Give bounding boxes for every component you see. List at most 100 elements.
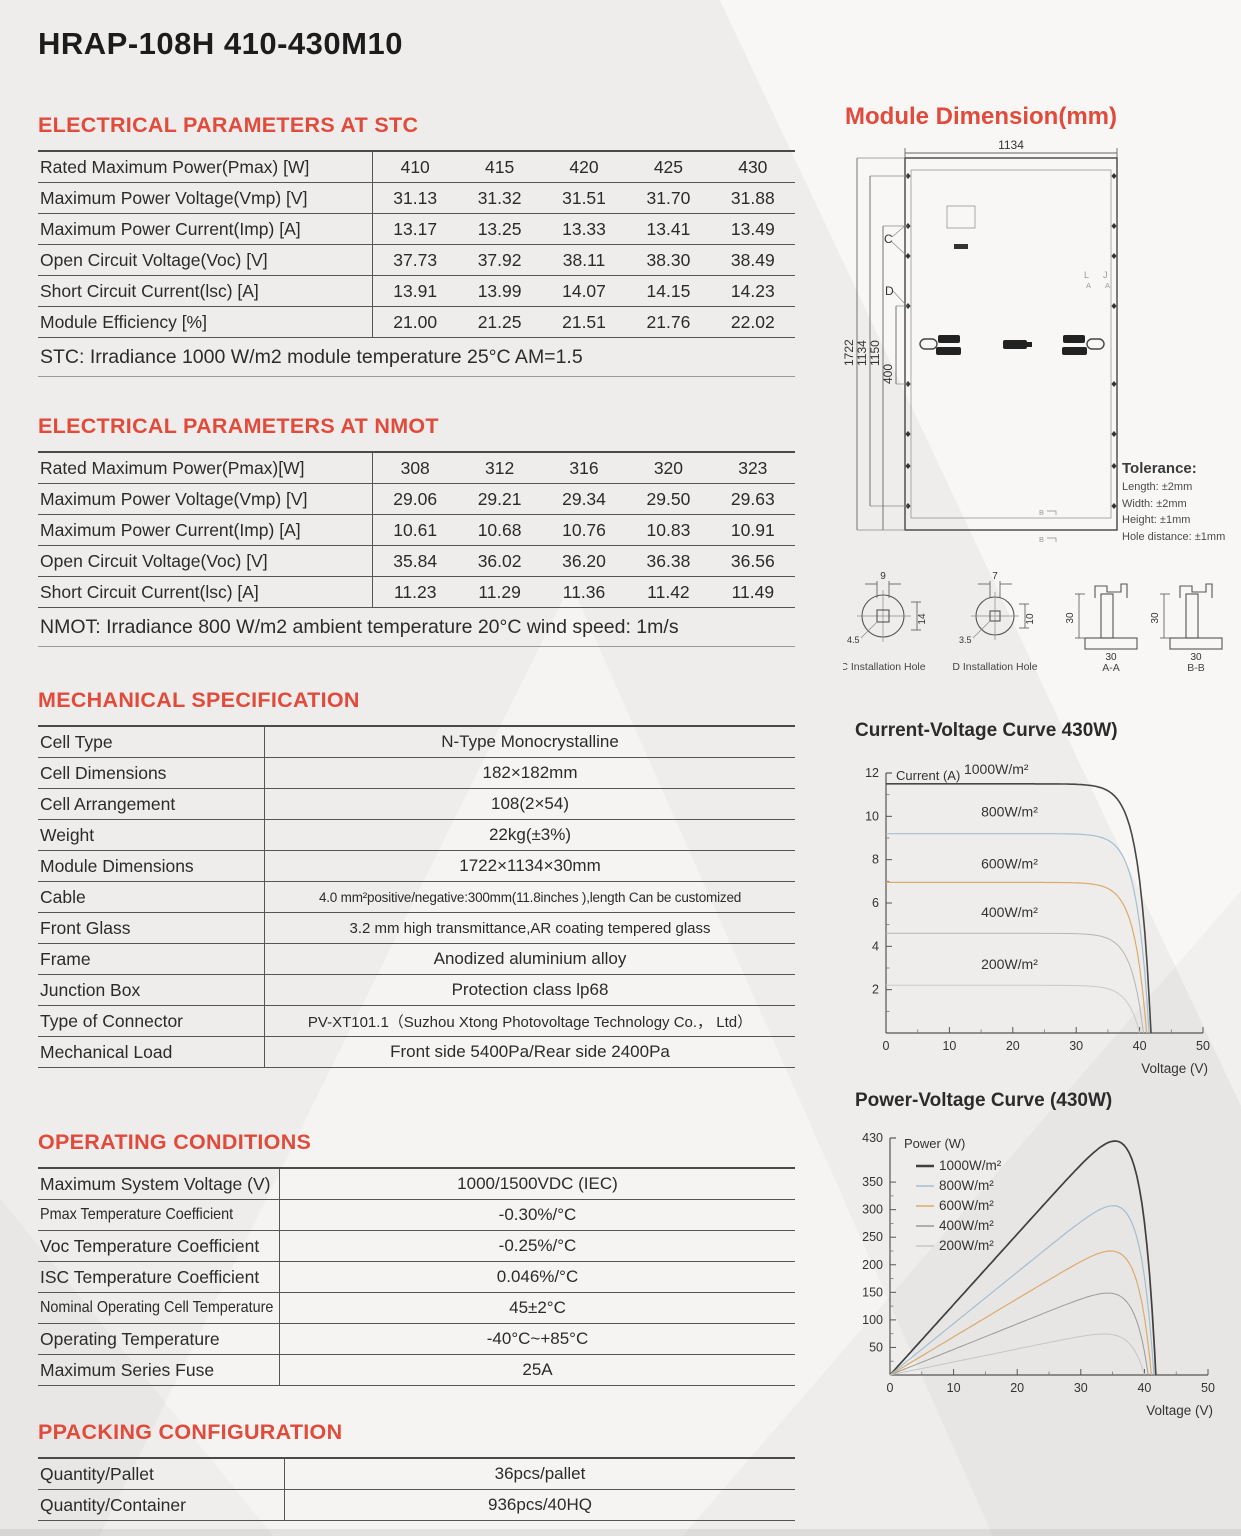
dim-label: 30: [1065, 612, 1076, 624]
row-value: 182×182mm: [482, 763, 578, 782]
cell-value: 13.25: [477, 218, 522, 239]
row-label: Junction Box: [38, 975, 265, 1005]
row-label: Module Dimensions: [38, 851, 265, 881]
dim-label: 30: [1150, 612, 1161, 624]
row-label: Weight: [38, 820, 265, 850]
cell-value: 410: [400, 156, 430, 177]
svg-text:40: 40: [1133, 1039, 1147, 1053]
installation-hole-details: 9 14 4.5 C Installation Hole 7 10 3.5: [843, 571, 1223, 674]
section-heading: ELECTRICAL PARAMETERS AT NMOT: [38, 414, 439, 438]
row-label: Maximum Power Voltage(Vmp) [V]: [38, 484, 373, 514]
cell-value: 29.34: [562, 488, 606, 509]
tolerance-line: Height: ±1mm: [1122, 514, 1191, 526]
row-label: Maximum Power Current(Imp) [A]: [38, 515, 373, 545]
section-mark: B: [1039, 508, 1044, 517]
section-mark: L: [1084, 270, 1089, 280]
dim-label: 30: [1190, 652, 1202, 663]
section-heading: MECHANICAL SPECIFICATION: [38, 688, 360, 712]
row-value: -0.30%/°C: [498, 1205, 577, 1224]
section-bb-detail: 30 30 B-B: [1150, 583, 1223, 674]
cell-value: 29.50: [646, 488, 691, 509]
row-label: Cell Dimensions: [38, 758, 265, 788]
stc-table: Rated Maximum Power(Pmax) [W] 410 415 420 42…: [38, 150, 795, 377]
pv-curve-chart: 0 10 20 30 40 50 Voltage (V) 50 100 150 200 250 300 3…: [862, 1131, 1215, 1418]
table-row: Front Glass 3.2 mm high transmittance,AR …: [38, 913, 795, 944]
row-value: 0.046%/°C: [496, 1267, 579, 1286]
table-row: Open Circuit Voltage(Voc) [V] 35.84 36.02 3…: [38, 546, 795, 577]
table-row: Cable 4.0 mm²positive/negative:300mm(11.8…: [38, 882, 795, 913]
section-mark: A: [1086, 281, 1091, 290]
svg-text:4: 4: [872, 939, 879, 953]
section-mechanical: MECHANICAL SPECIFICATION Cell Type N-Type…: [38, 688, 795, 1068]
row-label: Quantity/Pallet: [38, 1459, 285, 1489]
operating-table: Maximum System Voltage (V) 1000/1500VDC (…: [38, 1167, 795, 1386]
cell-value: 21.25: [477, 311, 522, 332]
svg-text:30: 30: [1074, 1381, 1088, 1395]
row-values: 21.00 21.25 21.51 21.76 22.02: [373, 307, 795, 337]
cell-value: 323: [738, 457, 768, 478]
svg-text:20: 20: [1010, 1381, 1024, 1395]
row-values: 11.23 11.29 11.36 11.42 11.49: [373, 577, 795, 607]
table-note: NMOT: Irradiance 800 W/m2 ambient temper…: [38, 608, 795, 647]
row-label: Open Circuit Voltage(Voc) [V]: [38, 245, 373, 275]
cell-value: 37.73: [393, 249, 438, 270]
svg-text:250: 250: [862, 1230, 883, 1244]
table-row: Rated Maximum Power(Pmax)[W] 308 312 316 320…: [38, 453, 795, 484]
row-label: Voc Temperature Coefficient: [38, 1231, 280, 1261]
table-note: STC: Irradiance 1000 W/m2 module tempera…: [38, 338, 795, 377]
table-row: Module Efficiency [%] 21.00 21.25 21.51 21.7…: [38, 307, 795, 338]
tolerance-note: Tolerance: Length: ±2mm Width: ±2mm Heig…: [1122, 460, 1240, 545]
row-value: Anodized aluminium alloy: [433, 949, 627, 968]
hole-c-detail: 9 14 4.5 C Installation Hole: [843, 571, 928, 673]
svg-text:800W/m²: 800W/m²: [981, 803, 1038, 819]
dim-hole-span-label: 400: [881, 364, 895, 384]
iv-curve-chart: 0 10 20 30 40 50 Voltage (V) 2 4 6 8 10 12 Current (A…: [865, 761, 1210, 1076]
row-values: 13.17 13.25 13.33 13.41 13.49: [373, 214, 795, 244]
table-row: Maximum System Voltage (V) 1000/1500VDC (…: [38, 1169, 795, 1200]
cable-connectors: [919, 335, 1105, 355]
cell-value: 308: [400, 457, 430, 478]
cell-value: 320: [653, 457, 684, 478]
cell-value: 13.17: [393, 218, 438, 239]
row-value: 1000/1500VDC (IEC): [457, 1174, 618, 1193]
panel-outline: [904, 157, 1118, 531]
table-row: Maximum Power Voltage(Vmp) [V] 29.06 29.21…: [38, 484, 795, 515]
svg-text:300: 300: [862, 1203, 883, 1217]
row-value: 936pcs/40HQ: [488, 1495, 592, 1514]
cell-value: 415: [485, 156, 515, 177]
hole-c-caption: C Installation Hole: [843, 661, 926, 673]
row-value: 4.0 mm²positive/negative:300mm(11.8inche…: [318, 889, 742, 905]
row-values: 37.73 37.92 38.11 38.30 38.49: [373, 245, 795, 275]
row-value: 22kg(±3%): [488, 825, 572, 844]
table-row: Module Dimensions 1722×1134×30mm: [38, 851, 795, 882]
table-row: Pmax Temperature Coefficient -0.30%/°C: [38, 1200, 795, 1231]
tolerance-title: Tolerance:: [1122, 460, 1197, 477]
svg-text:400W/m²: 400W/m²: [939, 1218, 994, 1233]
cell-value: 31.32: [477, 187, 522, 208]
tolerance-line: Width: ±2mm: [1122, 497, 1187, 510]
cell-value: 13.91: [393, 280, 438, 301]
table-row: Rated Maximum Power(Pmax) [W] 410 415 420 42…: [38, 152, 795, 183]
row-values: 29.06 29.21 29.34 29.50 29.63: [373, 484, 795, 514]
dim-hole-span-label: 1150: [868, 340, 882, 366]
svg-text:Current (A): Current (A): [896, 768, 960, 783]
cell-value: 14.15: [646, 280, 691, 301]
row-value: N-Type Monocrystalline: [441, 732, 619, 751]
dim-width-label: 1134: [998, 138, 1024, 152]
dim-label: 10: [1025, 613, 1036, 625]
junction-box: [946, 205, 976, 229]
cell-value: 312: [485, 457, 515, 478]
cell-value: 11.23: [393, 581, 437, 602]
row-value: 1722×1134×30mm: [459, 856, 601, 875]
cell-value: 29.06: [393, 488, 438, 509]
section-heading: PPACKING CONFIGURATION: [38, 1420, 343, 1444]
svg-text:350: 350: [862, 1175, 883, 1189]
row-label: Short Circuit Current(lsc) [A]: [38, 276, 373, 306]
table-row: ISC Temperature Coefficient 0.046%/°C: [38, 1262, 795, 1293]
table-row: Operating Temperature -40°C~+85°C: [38, 1324, 795, 1355]
svg-text:10: 10: [947, 1381, 961, 1395]
svg-text:6: 6: [872, 896, 879, 910]
table-row: Cell Dimensions 182×182mm: [38, 758, 795, 789]
svg-text:600W/m²: 600W/m²: [981, 855, 1038, 871]
cell-value: 420: [569, 156, 599, 177]
